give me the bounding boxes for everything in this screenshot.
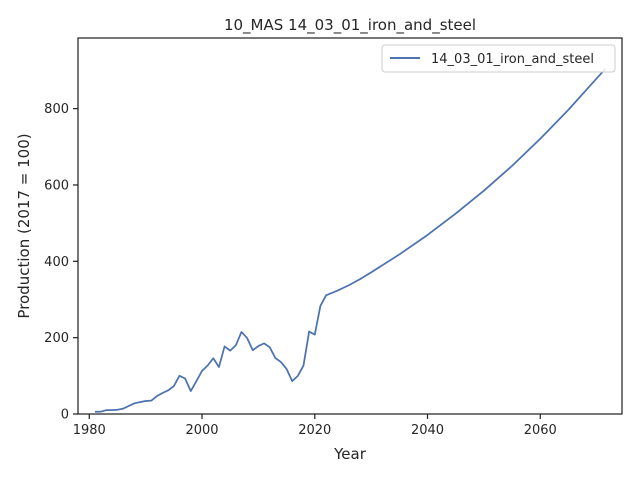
- x-tick-label: 2020: [298, 423, 331, 438]
- plot-lines: [94, 67, 607, 413]
- legend-box: [381, 44, 616, 73]
- x-axis-label: Year: [333, 445, 367, 463]
- x-tick-label: 2000: [185, 423, 218, 438]
- y-tick-label: 0: [61, 408, 69, 423]
- x-axis-ticks: 1980 2000 2020 2040 2060: [73, 414, 557, 438]
- x-tick-label: 2060: [524, 423, 557, 438]
- x-tick-label: 1980: [73, 423, 106, 438]
- axes-frame: [77, 37, 623, 415]
- legend-label: 14_03_01_iron_and_steel: [431, 52, 594, 67]
- series-line: [94, 67, 607, 413]
- chart-title: 10_MAS 14_03_01_iron_and_steel: [224, 16, 476, 35]
- y-tick-label: 800: [44, 102, 69, 117]
- y-tick-label: 400: [44, 255, 69, 270]
- y-tick-label: 200: [44, 331, 69, 346]
- x-tick-label: 2040: [411, 423, 444, 438]
- y-tick-label: 600: [44, 178, 69, 193]
- y-axis-ticks: 0 200 400 600 800: [44, 102, 78, 423]
- y-axis-label: Production (2017 = 100): [15, 133, 33, 318]
- legend: 14_03_01_iron_and_steel: [381, 44, 616, 73]
